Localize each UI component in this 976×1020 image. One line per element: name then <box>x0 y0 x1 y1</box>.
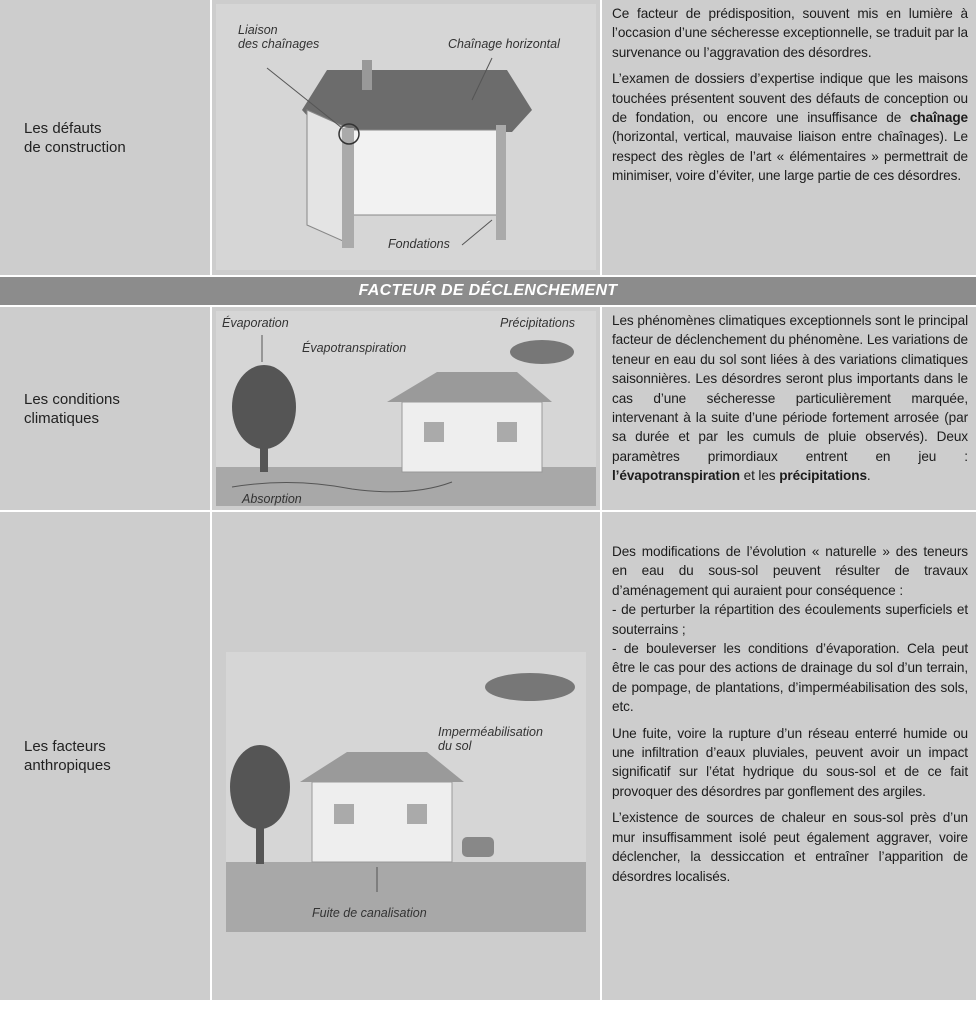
figure-label: Précipitations <box>500 316 575 330</box>
ground <box>226 862 586 932</box>
text-run-bold: l’évapotranspiration <box>612 468 740 484</box>
arrow <box>231 481 453 493</box>
window <box>424 422 444 442</box>
leader <box>461 219 493 246</box>
post <box>342 128 354 248</box>
roof <box>300 752 464 782</box>
label-line: des chaînages <box>238 37 319 51</box>
figure: Liaison des chaînages Chaînage horizontal… <box>216 4 596 270</box>
cloud <box>510 340 574 364</box>
figure-label: Évapotranspiration <box>302 340 406 355</box>
row-text: Ce facteur de prédisposition, souvent mi… <box>602 0 976 275</box>
paragraph: L’existence de sources de chaleur en sou… <box>612 808 968 886</box>
post <box>496 125 506 240</box>
chimney <box>362 60 372 90</box>
paragraph: Ce facteur de prédisposition, souvent mi… <box>612 4 968 62</box>
section-heading: FACTEUR DE DÉCLENCHEMENT <box>0 277 976 305</box>
figure: Imperméabilisation du sol Fuite de canali… <box>226 652 586 932</box>
cloud <box>485 673 575 701</box>
figure-label: Chaînage horizontal <box>448 37 561 51</box>
tree <box>230 745 290 829</box>
row-text: Les phénomènes climatiques exceptionnels… <box>602 307 976 510</box>
tree <box>232 365 296 449</box>
window <box>497 422 517 442</box>
label-line: Liaison <box>238 23 278 37</box>
text-run: L’examen de dossiers d’expertise indique… <box>612 71 968 126</box>
figure: Évaporation Précipitations Évapotranspir… <box>216 311 596 506</box>
figure-label: Liaison des chaînages <box>238 23 319 51</box>
text-run: Des modifications de l’évolution « natur… <box>612 544 968 715</box>
text-run: L’existence de sources de chaleur en sou… <box>612 810 968 884</box>
row-label: Les défauts de construction <box>0 0 210 275</box>
text-run-bold: précipitations <box>779 468 867 484</box>
paragraph: Les phénomènes climatiques exceptionnels… <box>612 311 968 486</box>
trunk <box>260 427 268 472</box>
figure-cell: Évaporation Précipitations Évapotranspir… <box>212 307 600 510</box>
text-run: Ce facteur de prédisposition, souvent mi… <box>612 6 968 60</box>
roof <box>387 372 552 402</box>
leader <box>266 67 343 129</box>
wall <box>351 129 498 216</box>
label-line: du sol <box>438 739 473 753</box>
figure-label: Fondations <box>388 237 450 251</box>
text-run: (horizontal, vertical, mauvaise liaison … <box>612 129 968 184</box>
paragraph: Une fuite, voire la rupture d’un réseau … <box>612 724 968 802</box>
figure-label: Évaporation <box>222 315 289 330</box>
trunk <box>256 812 264 864</box>
highlight <box>338 123 360 145</box>
figure-cell: Imperméabilisation du sol Fuite de canali… <box>212 512 600 1000</box>
roof <box>302 70 532 132</box>
paragraph: L’examen de dossiers d’expertise indique… <box>612 69 968 185</box>
text-run-bold: chaînage <box>909 110 968 126</box>
house <box>311 781 453 863</box>
figure-cell: Liaison des chaînages Chaînage horizontal… <box>212 0 600 275</box>
text-run: . <box>866 468 871 484</box>
row-label: Les conditions climatiques <box>0 307 210 510</box>
window <box>334 804 354 824</box>
car <box>462 837 494 857</box>
row-text: Des modifications de l’évolution « natur… <box>602 512 976 1000</box>
label-line: Imperméabilisation <box>438 725 543 739</box>
text-run: Une fuite, voire la rupture d’un réseau … <box>612 725 968 799</box>
figure-label: Fuite de canalisation <box>312 906 427 920</box>
house <box>401 401 543 473</box>
figure-label: Imperméabilisation du sol <box>438 725 543 753</box>
text-run: Les phénomènes climatiques exceptionnels… <box>612 313 968 464</box>
figure-label: Absorption <box>241 492 302 506</box>
text-run: et les <box>739 468 780 484</box>
window <box>407 804 427 824</box>
ground <box>216 467 596 506</box>
row-label: Les facteurs anthropiques <box>0 512 210 1000</box>
paragraph: Des modifications de l’évolution « natur… <box>612 542 968 717</box>
leader <box>471 57 493 101</box>
